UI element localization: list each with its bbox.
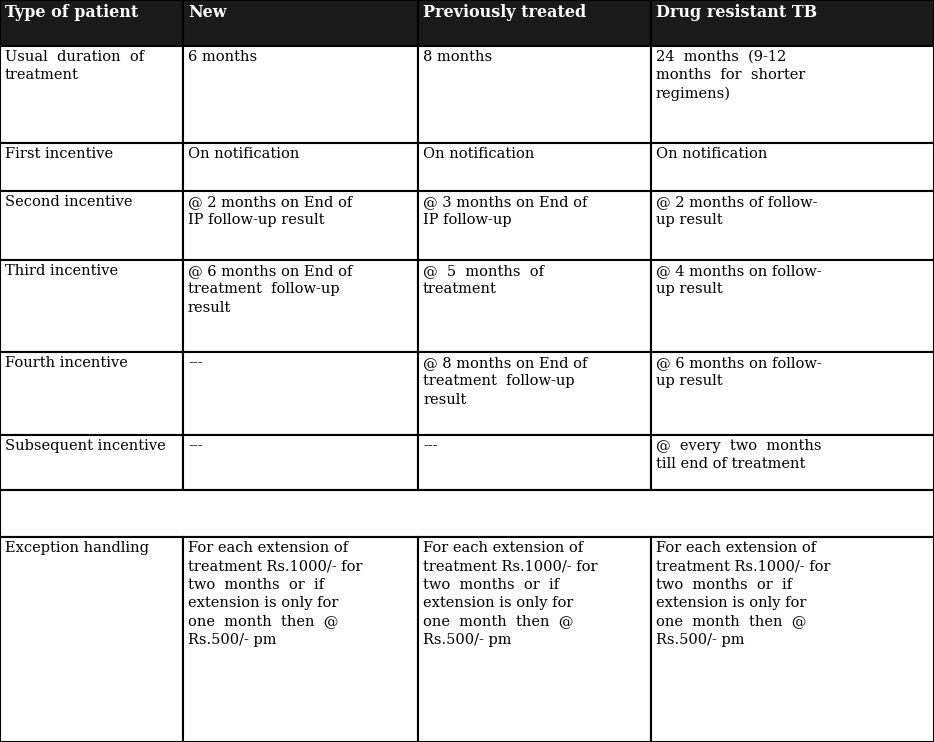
Bar <box>651 352 934 435</box>
Text: @ 8 months on End of
treatment  follow-up
result: @ 8 months on End of treatment follow-up… <box>423 356 587 407</box>
Text: @  every  two  months
till end of treatment: @ every two months till end of treatment <box>656 439 822 471</box>
Bar <box>0 490 934 537</box>
Bar <box>183 46 418 143</box>
Bar <box>0 435 183 490</box>
Bar <box>651 537 934 742</box>
Bar <box>183 0 418 46</box>
Text: First incentive: First incentive <box>5 147 113 161</box>
Bar <box>183 435 418 490</box>
Text: Usual  duration  of
treatment: Usual duration of treatment <box>5 50 144 82</box>
Text: @  5  months  of
treatment: @ 5 months of treatment <box>423 264 544 296</box>
Bar <box>183 352 418 435</box>
Bar <box>418 46 651 143</box>
Text: ---: --- <box>423 439 438 453</box>
Bar <box>418 260 651 352</box>
Text: 6 months: 6 months <box>188 50 257 64</box>
Text: On notification: On notification <box>188 147 300 161</box>
Bar <box>183 260 418 352</box>
Text: ---: --- <box>188 356 203 370</box>
Bar <box>183 191 418 260</box>
Text: @ 6 months on End of
treatment  follow-up
result: @ 6 months on End of treatment follow-up… <box>188 264 352 315</box>
Bar <box>651 435 934 490</box>
Text: On notification: On notification <box>656 147 768 161</box>
Text: For each extension of
treatment Rs.1000/- for
two  months  or  if
extension is o: For each extension of treatment Rs.1000/… <box>423 541 598 647</box>
Text: On notification: On notification <box>423 147 534 161</box>
Text: Subsequent incentive: Subsequent incentive <box>5 439 165 453</box>
Text: @ 3 months on End of
IP follow-up: @ 3 months on End of IP follow-up <box>423 195 587 227</box>
Bar <box>418 435 651 490</box>
Text: ---: --- <box>188 439 203 453</box>
Text: Fourth incentive: Fourth incentive <box>5 356 128 370</box>
Text: For each extension of
treatment Rs.1000/- for
two  months  or  if
extension is o: For each extension of treatment Rs.1000/… <box>656 541 830 647</box>
Bar <box>0 143 183 191</box>
Bar <box>651 191 934 260</box>
Bar <box>0 0 183 46</box>
Text: New: New <box>188 4 227 21</box>
Bar <box>651 260 934 352</box>
Text: 8 months: 8 months <box>423 50 492 64</box>
Bar <box>0 537 183 742</box>
Text: 24  months  (9-12
months  for  shorter
regimens): 24 months (9-12 months for shorter regim… <box>656 50 805 102</box>
Bar <box>651 0 934 46</box>
Bar <box>0 260 183 352</box>
Text: @ 2 months on End of
IP follow-up result: @ 2 months on End of IP follow-up result <box>188 195 352 227</box>
Bar <box>418 0 651 46</box>
Text: Second incentive: Second incentive <box>5 195 133 209</box>
Text: @ 4 months on follow-
up result: @ 4 months on follow- up result <box>656 264 822 296</box>
Text: For each extension of
treatment Rs.1000/- for
two  months  or  if
extension is o: For each extension of treatment Rs.1000/… <box>188 541 362 647</box>
Bar <box>0 46 183 143</box>
Bar <box>418 537 651 742</box>
Text: Type of patient: Type of patient <box>5 4 138 21</box>
Text: @ 2 months of follow-
up result: @ 2 months of follow- up result <box>656 195 817 227</box>
Bar <box>651 46 934 143</box>
Bar <box>418 143 651 191</box>
Bar <box>183 537 418 742</box>
Bar <box>418 191 651 260</box>
Bar <box>183 143 418 191</box>
Text: Previously treated: Previously treated <box>423 4 587 21</box>
Bar <box>0 191 183 260</box>
Text: @ 6 months on follow-
up result: @ 6 months on follow- up result <box>656 356 822 388</box>
Bar <box>651 143 934 191</box>
Bar <box>0 352 183 435</box>
Bar <box>418 352 651 435</box>
Text: Exception handling: Exception handling <box>5 541 149 555</box>
Text: Third incentive: Third incentive <box>5 264 118 278</box>
Text: Drug resistant TB: Drug resistant TB <box>656 4 817 21</box>
